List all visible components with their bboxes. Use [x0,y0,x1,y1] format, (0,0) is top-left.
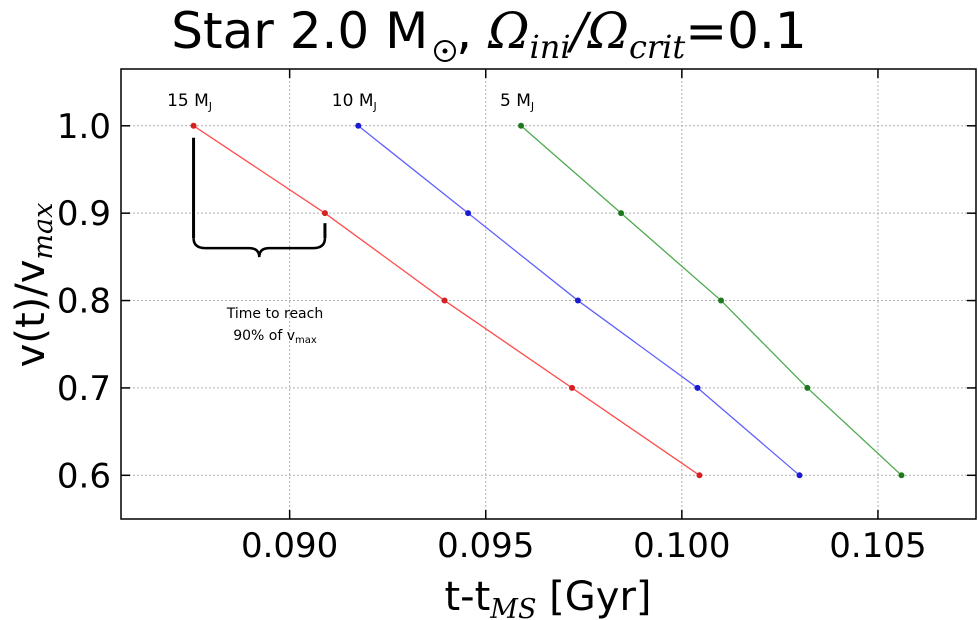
y-tick-label: 0.8 [57,282,111,322]
tick-marks [121,69,976,519]
series-layer [190,122,905,479]
title-value: 0.1 [727,2,807,60]
title-crit-sub: crit [628,28,686,66]
data-point [694,384,701,391]
x-tick-label: 0.090 [241,526,338,566]
title-slash: / [570,2,588,60]
sun-symbol-icon [434,40,457,62]
annotation-line1: Time to reach [226,306,323,322]
data-point [696,472,703,479]
title-omega-ini: Ωini [488,2,571,66]
series-label-0: 15 MJ [167,91,212,113]
data-point [574,297,581,304]
title-equals: = [685,2,728,60]
y-axis-label: v(t)/vmax [8,203,59,368]
tick-labels: 0.090 0.095 0.100 0.105 0.6 0.7 0.8 0.9 1.0 [57,107,927,566]
data-point [190,122,197,129]
y-tick-label: 0.6 [57,456,111,496]
y-tick-label: 0.9 [57,194,111,234]
y-tick-label: 0.7 [57,369,111,409]
y-tick-label: 1.0 [57,107,111,147]
data-point [465,210,472,217]
chart-title: Star 2.0 M, Ωini/Ωcrit=0.1 [171,2,807,66]
series-label-2: 5 MJ [500,91,534,113]
series-labels: 15 MJ 10 MJ 5 MJ [167,91,534,113]
data-point [321,210,328,217]
data-point [718,297,725,304]
data-point [898,472,905,479]
grid-lines [121,69,976,519]
title-omega-crit: Ωcrit [587,2,686,66]
title-prefix: Star 2.0 M [171,2,429,60]
x-tick-label: 0.100 [633,526,730,566]
data-point [569,384,576,391]
plot-frame [120,68,977,520]
data-point [804,384,811,391]
x-tick-label: 0.105 [829,526,926,566]
annotation-line2: 90% of vmax [233,328,317,346]
x-axis-label: t-tMS [Gyr] [444,574,651,620]
data-point [355,122,362,129]
title-ini-sub: ini [529,28,571,66]
curly-brace-icon [192,238,327,258]
data-point [796,472,803,479]
series-label-1: 10 MJ [332,91,377,113]
data-point [441,297,448,304]
x-tick-label: 0.095 [437,526,534,566]
data-point [618,210,625,217]
data-point [518,122,525,129]
